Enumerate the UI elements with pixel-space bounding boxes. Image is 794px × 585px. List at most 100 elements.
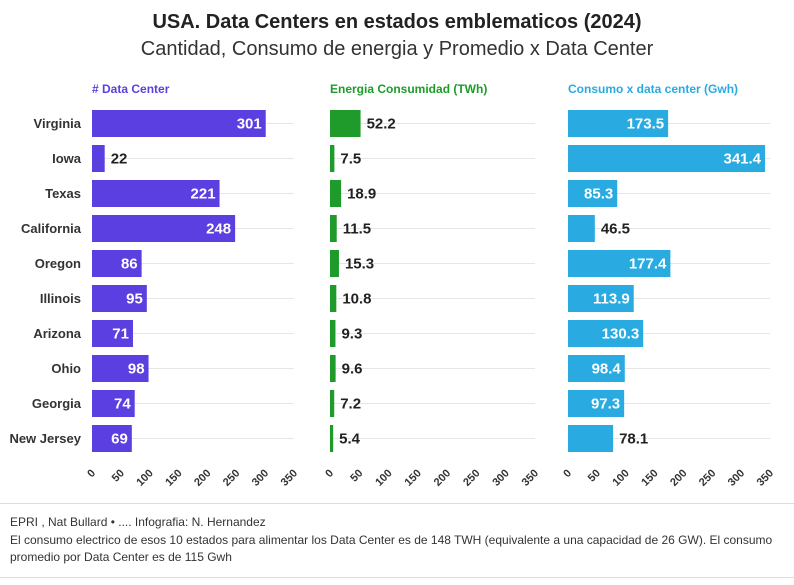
bar-consumo-x-data-center-gwh-california <box>568 215 595 242</box>
bar-energia-consumidad-twh-virginia <box>330 110 361 137</box>
bar-data-center-texas <box>92 180 220 207</box>
category-label-ohio: Ohio <box>51 361 81 376</box>
bar-data-center-iowa <box>92 145 105 172</box>
data-label: 74 <box>114 396 131 413</box>
data-label: 130.3 <box>602 326 640 343</box>
bar-consumo-x-data-center-gwh-illinois <box>568 285 634 312</box>
category-label-georgia: Georgia <box>32 396 82 411</box>
data-label: 9.3 <box>341 326 362 343</box>
data-label: 97.3 <box>591 396 620 413</box>
series-header-2: Consumo x data center (Gwh) <box>568 82 738 96</box>
data-label: 113.9 <box>593 291 630 308</box>
bar-data-center-georgia <box>92 390 135 417</box>
data-label: 22 <box>111 151 128 168</box>
bar-energia-consumidad-twh-illinois <box>330 285 337 312</box>
axis-tick-label: 100 <box>610 467 631 488</box>
footer-source: EPRI , Nat Bullard • .... Infografia: N.… <box>10 515 266 529</box>
category-label-oregon: Oregon <box>35 256 81 271</box>
axis-tick-label: 250 <box>221 467 242 488</box>
axis-tick-label: 150 <box>163 467 184 488</box>
axis-tick-label: 0 <box>85 467 98 480</box>
axis-tick-label: 300 <box>726 467 747 488</box>
data-label: 86 <box>121 256 138 273</box>
category-label-texas: Texas <box>45 186 81 201</box>
bar-consumo-x-data-center-gwh-georgia <box>568 390 625 417</box>
bar-data-center-ohio <box>92 355 149 382</box>
axis-tick-label: 250 <box>697 467 718 488</box>
data-label: 95 <box>126 291 143 308</box>
data-label: 15.3 <box>345 256 374 273</box>
bar-data-center-arizona <box>92 320 133 347</box>
axis-tick-label: 0 <box>323 467 336 480</box>
data-label: 7.2 <box>340 396 361 413</box>
bar-energia-consumidad-twh-arizona <box>330 320 336 347</box>
axis-tick-label: 150 <box>639 467 660 488</box>
data-label: 18.9 <box>347 186 376 203</box>
bar-consumo-x-data-center-gwh-ohio <box>568 355 625 382</box>
data-label: 46.5 <box>601 221 630 238</box>
axis-tick-label: 100 <box>373 467 394 488</box>
bar-data-center-california <box>92 215 236 242</box>
category-label-virginia: Virginia <box>34 116 82 131</box>
axis-tick-label: 300 <box>250 467 271 488</box>
data-label: 341.4 <box>723 151 761 168</box>
data-label: 85.3 <box>584 186 613 203</box>
data-label: 11.5 <box>343 221 371 238</box>
category-label-illinois: Illinois <box>40 291 81 306</box>
data-label: 98 <box>128 361 145 378</box>
axis-tick-label: 350 <box>755 467 776 488</box>
bar-consumo-x-data-center-gwh-arizona <box>568 320 644 347</box>
chart-subtitle: Cantidad, Consumo de energia y Promedio … <box>140 38 654 60</box>
data-label: 301 <box>237 116 262 133</box>
data-label: 78.1 <box>619 431 648 448</box>
axis-tick-label: 350 <box>520 467 541 488</box>
axis-tick-label: 200 <box>668 467 689 488</box>
bar-consumo-x-data-center-gwh-virginia <box>568 110 669 137</box>
data-label: 248 <box>206 221 231 238</box>
category-label-arizona: Arizona <box>33 326 81 341</box>
axis-tick-label: 0 <box>561 467 574 480</box>
bar-energia-consumidad-twh-ohio <box>330 355 336 382</box>
data-label: 98.4 <box>592 361 622 378</box>
data-label: 5.4 <box>339 431 361 448</box>
data-label: 69 <box>111 431 128 448</box>
axis-tick-label: 300 <box>490 467 511 488</box>
bar-data-center-oregon <box>92 250 142 277</box>
data-label: 7.5 <box>340 151 361 168</box>
series-header-1: Energia Consumidad (TWh) <box>330 82 487 96</box>
axis-tick-label: 350 <box>279 467 300 488</box>
series-header-0: # Data Center <box>92 82 170 96</box>
axis-tick-label: 50 <box>110 467 127 484</box>
bar-data-center-virginia <box>92 110 266 137</box>
bar-energia-consumidad-twh-texas <box>330 180 342 207</box>
bar-consumo-x-data-center-gwh-texas <box>568 180 618 207</box>
bar-energia-consumidad-twh-georgia <box>330 390 335 417</box>
bar-data-center-new-jersey <box>92 425 132 452</box>
data-label: 9.6 <box>342 361 363 378</box>
bar-energia-consumidad-twh-new-jersey <box>330 425 334 452</box>
data-label: 221 <box>191 186 216 203</box>
axis-tick-label: 200 <box>192 467 213 488</box>
data-label: 10.8 <box>342 291 371 308</box>
axis-tick-label: 100 <box>134 467 155 488</box>
bar-consumo-x-data-center-gwh-iowa <box>568 145 766 172</box>
chart-title: USA. Data Centers en estados emblematico… <box>152 11 642 33</box>
data-label: 52.2 <box>367 116 396 133</box>
chart-area: Virginia Iowa Texas California Oregon Illinoi… <box>9 82 776 489</box>
category-label-california: California <box>21 221 82 236</box>
bar-consumo-x-data-center-gwh-oregon <box>568 250 671 277</box>
category-label-iowa: Iowa <box>52 151 82 166</box>
bar-consumo-x-data-center-gwh-new-jersey <box>568 425 614 452</box>
bar-data-center-illinois <box>92 285 147 312</box>
axis-tick-label: 50 <box>586 467 603 484</box>
axis-tick-label: 250 <box>461 467 482 488</box>
data-label: 173.5 <box>627 116 665 133</box>
footer-note: El consumo electrico de esos 10 estados … <box>10 532 773 565</box>
data-label: 71 <box>112 326 129 343</box>
axis-tick-label: 200 <box>432 467 453 488</box>
footer-divider <box>0 503 794 504</box>
bar-energia-consumidad-twh-iowa <box>330 145 335 172</box>
bar-energia-consumidad-twh-oregon <box>330 250 339 277</box>
footer: EPRI , Nat Bullard • .... Infografia: N.… <box>10 514 785 567</box>
data-label: 177.4 <box>629 256 667 273</box>
